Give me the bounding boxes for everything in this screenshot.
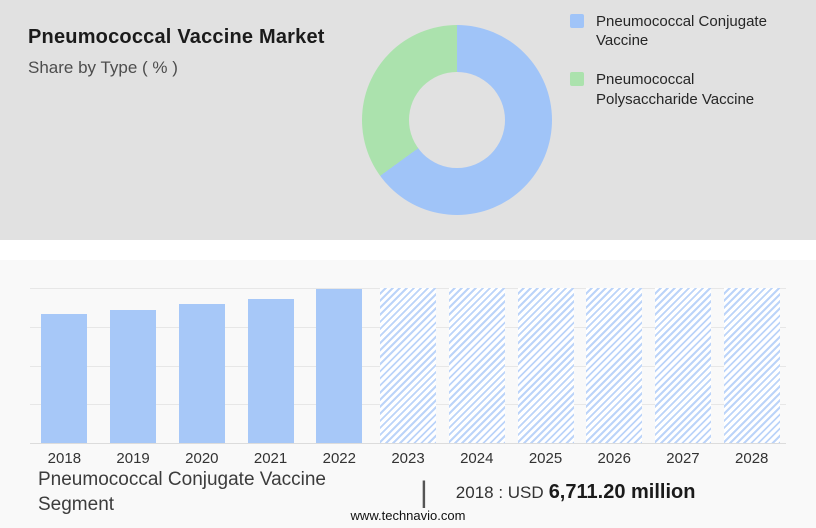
bar-2024 <box>448 288 505 443</box>
bar-slot-2028 <box>717 288 786 443</box>
bar-slot-2023 <box>374 288 443 443</box>
bar-slot-2027 <box>649 288 718 443</box>
segment-label: Pneumococcal Conjugate Vaccine Segment <box>38 469 326 515</box>
bar-2028 <box>723 288 780 443</box>
gridline <box>30 443 786 444</box>
bar-slot-2022 <box>305 288 374 443</box>
x-label-2020: 2020 <box>185 450 219 467</box>
separator: | <box>420 475 428 509</box>
bar-2027 <box>654 288 711 443</box>
bar-2026 <box>586 288 643 443</box>
x-label-2021: 2021 <box>253 450 288 467</box>
bar-2022 <box>316 289 363 443</box>
legend-swatch-blue <box>570 14 584 28</box>
bar-2023 <box>380 288 437 443</box>
x-label-2019: 2019 <box>116 450 150 467</box>
bar-slot-2019 <box>99 288 168 443</box>
x-label-2026: 2026 <box>597 450 631 467</box>
bar-slot-2024 <box>442 288 511 443</box>
bar-slot-2021 <box>236 288 305 443</box>
x-label-2024: 2024 <box>460 450 494 467</box>
bar-2021 <box>247 298 294 443</box>
legend-swatch-green <box>570 72 584 87</box>
x-axis-labels: 2018 2019 2020 2021 2022 2023 2024 2025 2026 2027… <box>30 450 786 467</box>
bar-slot-2020 <box>167 288 236 443</box>
legend-label-polysaccharide: Pneumococcal Polysaccharide Vaccine <box>596 71 755 108</box>
bar-2025 <box>517 288 574 443</box>
x-label-2027: 2027 <box>666 450 700 467</box>
chart-legend: Pneumococcal Conjugate Vaccine Pneumococ… <box>570 12 794 129</box>
donut-hole <box>409 72 505 168</box>
stat-prefix: 2018 : USD <box>455 483 544 503</box>
bars <box>30 288 786 443</box>
x-label-2025: 2025 <box>528 450 563 467</box>
stat-number: 6,711.20 million <box>548 481 696 504</box>
bar-chart-panel: 2018 2019 2020 2021 2022 2023 2024 2025 2026 2027… <box>0 260 816 528</box>
footer-stat-row: Pneumococcal Conjugate Vaccine Segment |… <box>38 468 695 517</box>
website-url: www.technavio.com <box>350 508 466 523</box>
divider-band <box>0 240 816 260</box>
x-label-2018: 2018 <box>47 450 82 467</box>
bar-chart <box>30 288 786 444</box>
bar-slot-2025 <box>511 288 580 443</box>
legend-item-conjugate: Pneumococcal Conjugate Vaccine <box>570 12 794 50</box>
x-label-2022: 2022 <box>322 450 356 467</box>
page-subtitle: Share by Type ( % ) <box>28 58 178 77</box>
title-block: Pneumococcal Vaccine Market Share by Typ… <box>28 26 325 78</box>
bar-slot-2018 <box>30 288 99 443</box>
bar-2019 <box>110 310 157 443</box>
legend-item-polysaccharide: Pneumococcal Polysaccharide Vaccine <box>570 70 794 108</box>
bar-slot-2026 <box>580 288 649 443</box>
bar-2020 <box>178 303 225 443</box>
page-title: Pneumococcal Vaccine Market <box>28 26 325 48</box>
legend-label-conjugate: Pneumococcal Conjugate Vaccine <box>596 13 767 50</box>
bar-2018 <box>41 314 88 443</box>
x-label-2028: 2028 <box>735 450 769 467</box>
x-label-2023: 2023 <box>391 450 425 467</box>
donut-chart <box>362 25 552 215</box>
stat-value: 2018 : USD 6,711.20 million <box>456 481 696 504</box>
share-by-type-panel: Pneumococcal Vaccine Market Share by Typ… <box>0 0 816 240</box>
